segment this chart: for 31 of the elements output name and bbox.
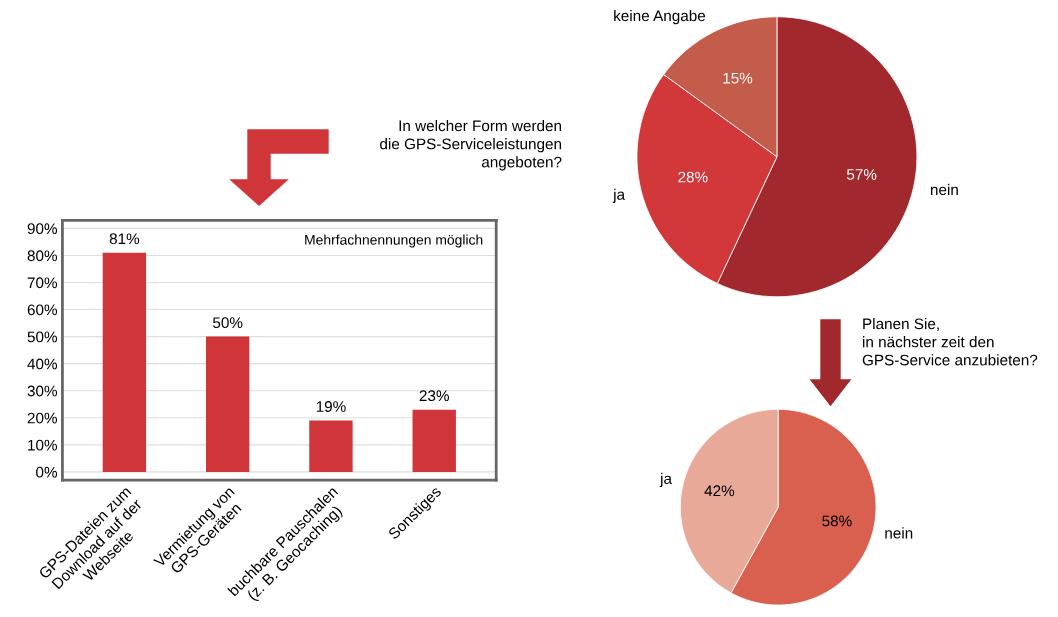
data-label: 42%: [704, 485, 735, 497]
y-tick-label: 20%: [27, 412, 58, 424]
data-label: 23%: [419, 390, 449, 402]
text: Planen Sie, in nächster zeit den GPS-Service anzubieten?: [862, 318, 1038, 366]
bar: [309, 420, 353, 472]
data-label: 50%: [212, 317, 243, 329]
slice-label: ja: [659, 472, 672, 488]
y-tick-label: 60%: [27, 304, 58, 316]
bar: [205, 336, 250, 472]
data-label: 57%: [846, 169, 877, 180]
y-tick-label: 10%: [28, 439, 58, 451]
y-tick-label: 90%: [27, 223, 58, 235]
slice-label: nein: [885, 527, 913, 539]
data-label: 19%: [316, 401, 346, 412]
annotation: Mehrfachnennungen möglich: [305, 234, 483, 248]
y-tick-label: 30%: [27, 385, 58, 397]
bar: [102, 252, 147, 472]
data-label: 28%: [678, 171, 708, 183]
slice-label: keine Angabe: [614, 9, 706, 25]
y-tick-label: 0%: [36, 466, 58, 478]
y-tick-label: 80%: [27, 250, 58, 262]
slice-label: nein: [930, 183, 958, 196]
data-label: 15%: [723, 72, 753, 84]
y-tick-label: 50%: [27, 331, 58, 343]
y-tick-label: 40%: [27, 358, 58, 370]
slice-label: ja: [612, 188, 626, 203]
data-label: 58%: [822, 515, 852, 527]
data-label: 81%: [109, 233, 140, 245]
chart-title: In welcher Form werden die GPS-Serviceleistungen angeboten?: [380, 120, 562, 171]
y-tick-label: 70%: [27, 277, 58, 289]
bar: [412, 409, 456, 472]
